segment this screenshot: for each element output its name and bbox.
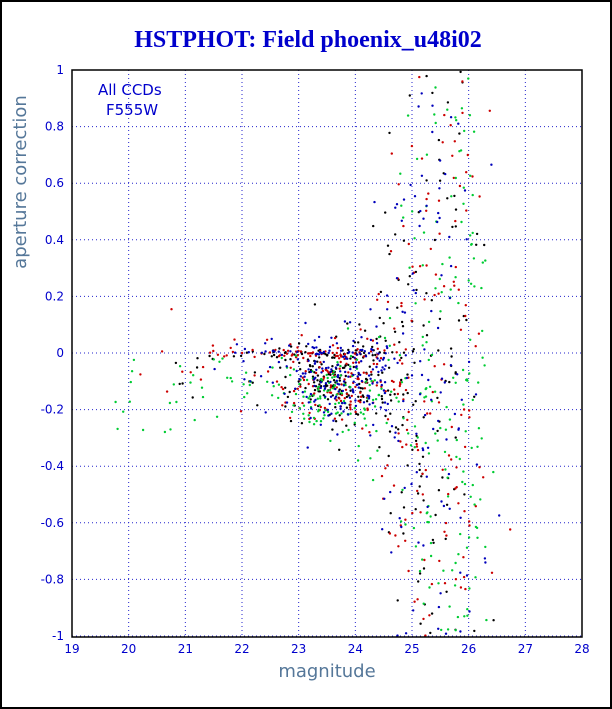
- grid-lines: [71, 69, 583, 637]
- tick-label: 28: [574, 642, 589, 656]
- tick-label: 19: [64, 642, 79, 656]
- tick-label: 20: [121, 642, 136, 656]
- tick-label: 1: [56, 63, 64, 77]
- tick-label: 0.8: [45, 120, 64, 134]
- x-tick-labels: 19 20 21 22 23 24 25 26 27 28: [64, 642, 589, 656]
- series-ccd1-black: [174, 70, 495, 635]
- tick-label: 25: [404, 642, 419, 656]
- series-ccd2-red: [139, 75, 512, 637]
- tick-label: 23: [291, 642, 306, 656]
- tick-label: 27: [518, 642, 533, 656]
- annotation-filter: F555W: [106, 101, 158, 119]
- series-ccd4-blue: [213, 92, 501, 637]
- tick-label: -0.4: [41, 459, 64, 473]
- annotation-all-ccds: All CCDs: [98, 81, 162, 99]
- tick-label: 0: [56, 346, 64, 360]
- plot-frame: [71, 69, 583, 638]
- tick-label: 24: [348, 642, 363, 656]
- x-axis-label: magnitude: [278, 661, 375, 682]
- y-axis-label: aperture correction: [10, 95, 31, 269]
- tick-label: 0.4: [45, 233, 64, 247]
- tick-label: 21: [178, 642, 193, 656]
- data-points: [114, 70, 512, 637]
- tick-label: -1: [52, 629, 64, 643]
- tick-label: -0.2: [41, 403, 64, 417]
- tick-label: -0.6: [41, 516, 64, 530]
- tick-label: -0.8: [41, 572, 64, 586]
- series-ccd3-green: [114, 77, 495, 632]
- y-tick-labels: -1 -0.8 -0.6 -0.4 -0.2 0 0.2 0.4 0.6 0.8 1: [41, 63, 64, 643]
- chart-title: HSTPHOT: Field phoenix_u48i02: [134, 27, 482, 53]
- tick-label: 26: [461, 642, 476, 656]
- tick-label: 0.6: [45, 176, 64, 190]
- tick-label: 0.2: [45, 289, 64, 303]
- tick-label: 22: [234, 642, 249, 656]
